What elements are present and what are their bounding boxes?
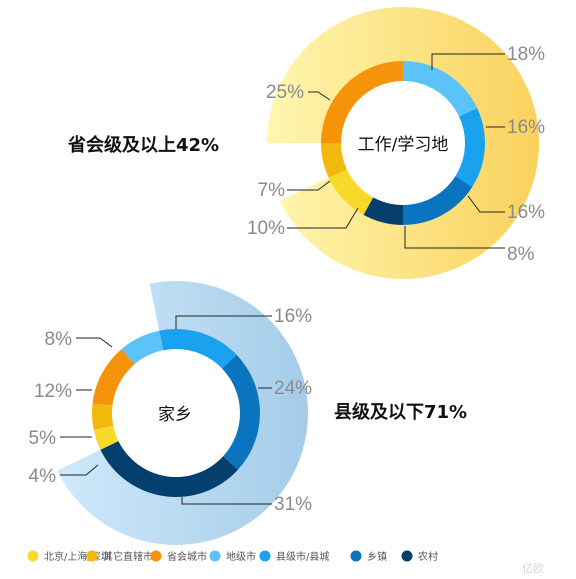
hometown-slice-4 — [121, 330, 164, 365]
hometown-percent-label-6: 24% — [274, 378, 312, 399]
legend-label-3: 省会城市 — [167, 550, 207, 563]
province-level-summary: 省会级及以上42% — [67, 134, 219, 156]
hometown-leader-line-7 — [181, 497, 272, 505]
hometown-percent-label-3: 12% — [34, 381, 72, 402]
workplace-slice-7 — [363, 197, 403, 225]
workplace-percent-label-4: 18% — [507, 44, 545, 65]
legend-swatch-6 — [350, 550, 362, 562]
hometown-percent-label-4: 8% — [45, 329, 73, 350]
hometown-slice-7 — [100, 440, 238, 497]
workplace-percent-label-7: 8% — [507, 244, 535, 265]
workplace-leader-line-3 — [308, 91, 331, 101]
legend-swatch-4 — [209, 550, 221, 562]
hometown-donut-chart — [92, 329, 261, 497]
workplace-slice-4 — [403, 60, 478, 117]
workplace-center-label: 工作/学习地 — [358, 135, 449, 155]
workplace-percent-label-2: 7% — [258, 180, 286, 201]
workplace-percent-label-6: 16% — [507, 202, 545, 223]
workplace-leader-line-4 — [431, 53, 505, 70]
hometown-percent-label-1: 4% — [29, 466, 57, 487]
hometown-slice-1 — [93, 425, 119, 450]
legend-label-5: 县级市/县城 — [276, 550, 329, 563]
hometown-slice-6 — [222, 354, 261, 470]
legend-label-2: 其它直辖市 — [103, 550, 153, 563]
hometown-slice-5 — [159, 329, 237, 369]
hometown-center-label: 家乡 — [158, 405, 192, 425]
watermark-text: 亿欧 — [522, 562, 544, 575]
hometown-percent-label-2: 5% — [29, 428, 57, 449]
workplace-percent-label-5: 16% — [507, 117, 545, 138]
percentage-labels: 18% 16% 16% 8% 10% 7% 25% 16% 24% 31% 8% 12% 5% 4% — [29, 44, 546, 515]
hometown-leader-line-4 — [76, 337, 113, 348]
legend-label-1: 北京/上海/深圳 — [44, 550, 111, 563]
hometown-leader-line-1 — [60, 464, 99, 476]
workplace-percent-label-3: 25% — [266, 82, 304, 103]
workplace-slice-5 — [455, 108, 485, 187]
legend-swatch-2 — [86, 550, 98, 562]
hometown-percent-label-7: 31% — [274, 494, 312, 515]
workplace-leader-line-6 — [467, 195, 505, 213]
county-level-highlight-band — [57, 281, 308, 545]
legend-label-4: 地级市 — [226, 550, 256, 563]
workplace-slice-2 — [320, 143, 347, 178]
legend-label-7: 农村 — [418, 550, 438, 563]
workplace-slice-6 — [403, 176, 473, 225]
hometown-slice-2 — [92, 403, 114, 430]
legend-swatch-1 — [27, 550, 39, 562]
province-level-highlight-band — [267, 6, 539, 280]
hometown-percent-label-5: 16% — [274, 306, 312, 327]
legend-swatch-7 — [401, 550, 413, 562]
hometown-slice-3 — [92, 348, 135, 406]
county-level-summary: 县级及以下71% — [334, 401, 467, 423]
legend-swatch-5 — [259, 550, 271, 562]
legend-label-6: 乡镇 — [367, 550, 387, 563]
workplace-leader-line-7 — [404, 226, 505, 249]
workplace-slice-1 — [328, 169, 374, 215]
hometown-leader-line-5 — [175, 315, 272, 329]
workplace-leader-line-2 — [287, 180, 331, 191]
workplace-slice-3 — [321, 61, 403, 143]
legend-swatch-3 — [150, 550, 162, 562]
workplace-leader-line-1 — [287, 207, 359, 229]
workplace-percent-label-1: 10% — [247, 218, 285, 239]
workplace-donut-chart — [320, 60, 485, 225]
